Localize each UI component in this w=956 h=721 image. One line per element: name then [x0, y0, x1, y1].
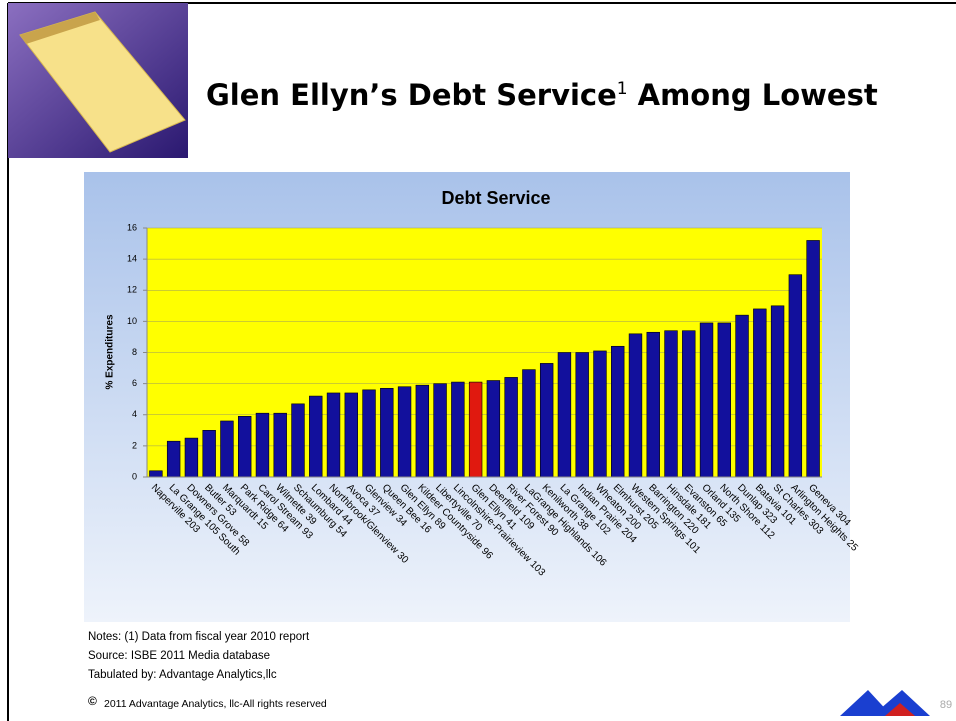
bar: [717, 322, 731, 478]
heading-text: Glen Ellyn’s Debt Service: [206, 78, 617, 112]
y-axis-label: % Expenditures: [105, 314, 116, 389]
note: Notes: (1) Data from fiscal year 2010 re…: [88, 631, 310, 643]
bar: [735, 314, 749, 478]
y-tick-label: 8: [132, 347, 137, 357]
bar: [575, 352, 589, 478]
bar: [646, 331, 660, 478]
bar: [380, 387, 394, 478]
bar: [628, 333, 643, 478]
bar: [273, 412, 287, 478]
bar: [255, 412, 270, 478]
copyright: 2011 Advantage Analytics, llc-All rights…: [104, 698, 327, 710]
note: Source: ISBE 2011 Media database: [88, 650, 270, 662]
note: Tabulated by: Advantage Analytics,llc: [88, 669, 277, 681]
heading-note: 1: [617, 79, 628, 99]
copyright-symbol: ©: [88, 694, 97, 708]
logo: [885, 703, 915, 716]
bar: [202, 430, 216, 478]
logo: [872, 690, 930, 716]
bar: [539, 363, 554, 478]
y-tick-label: 16: [127, 222, 137, 232]
page-number: 89: [940, 699, 952, 711]
bar: [611, 345, 625, 478]
notepad-binding: [20, 12, 100, 44]
bar: [362, 389, 376, 478]
bar: [664, 330, 678, 478]
bar: [753, 308, 767, 478]
y-tick-label: 12: [127, 285, 137, 295]
y-tick-label: 2: [132, 440, 137, 450]
bar: [184, 437, 199, 478]
y-tick-label: 6: [132, 378, 137, 388]
bar: [522, 369, 536, 478]
bar: [415, 384, 430, 478]
bar: [504, 377, 518, 478]
chart-title: Debt Service: [441, 188, 550, 208]
bar: [593, 350, 607, 478]
bar: [397, 386, 412, 478]
bar: [149, 470, 163, 478]
bar: [682, 330, 696, 478]
bar: [699, 322, 714, 478]
bar: [788, 274, 803, 478]
slide-heading: Glen Ellyn’s Debt Service1 Among Lowest: [206, 78, 878, 112]
bar: [220, 420, 234, 478]
bar: [166, 440, 181, 478]
y-tick-label: 14: [127, 254, 137, 264]
bar: [770, 305, 785, 478]
heading-end: Among Lowest: [638, 78, 878, 112]
y-tick-label: 10: [127, 316, 137, 326]
y-tick-label: 4: [132, 409, 137, 419]
bar: [238, 416, 252, 478]
bar: [344, 392, 358, 478]
bar: [433, 383, 447, 478]
bar: [468, 381, 483, 478]
bar: [451, 381, 465, 478]
bar: [309, 395, 323, 478]
y-tick-label: 0: [132, 471, 137, 481]
bar: [806, 240, 820, 478]
bar: [326, 392, 341, 478]
logo: [840, 690, 892, 716]
bar: [486, 380, 501, 478]
bar: [557, 352, 572, 478]
bar: [291, 403, 305, 478]
